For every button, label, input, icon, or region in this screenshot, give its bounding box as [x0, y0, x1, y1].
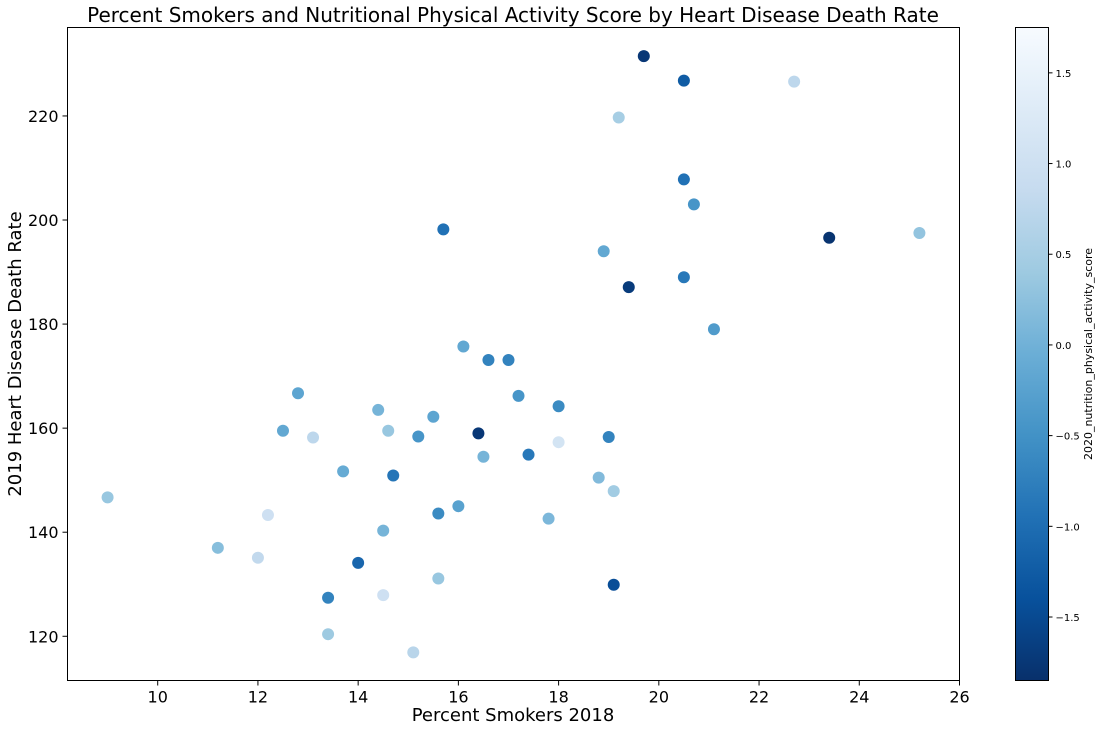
scatter-point	[432, 507, 445, 520]
y-tick-label: 200	[28, 211, 59, 230]
scatter-point	[522, 448, 535, 461]
scatter-point	[612, 111, 625, 124]
scatter-point	[307, 431, 320, 444]
colorbar-tick-label: −1.5	[1056, 613, 1080, 624]
scatter-point	[452, 500, 465, 513]
x-tick-label: 24	[849, 688, 869, 707]
x-tick-label: 14	[348, 688, 368, 707]
y-tick-label: 220	[28, 107, 59, 126]
y-tick-label: 140	[28, 523, 59, 542]
colorbar-tick-label: 0.5	[1056, 250, 1072, 261]
scatter-point	[472, 427, 485, 440]
x-tick-label: 20	[649, 688, 669, 707]
y-tick-label: 160	[28, 419, 59, 438]
scatter-point	[457, 340, 470, 353]
scatter-point	[412, 430, 425, 443]
x-tick-label: 18	[548, 688, 568, 707]
x-tick-label: 12	[248, 688, 268, 707]
chart-title: Percent Smokers and Nutritional Physical…	[87, 3, 939, 27]
scatter-point	[542, 512, 555, 525]
scatter-point	[622, 281, 635, 294]
y-axis-ticks: 120 140 160 180 200 220	[28, 107, 68, 646]
scatter-point	[482, 353, 495, 366]
x-tick-label: 16	[448, 688, 468, 707]
scatter-point	[677, 74, 690, 87]
scatter-point	[437, 223, 450, 236]
scatter-point	[477, 450, 490, 463]
scatter-point	[387, 469, 400, 482]
colorbar-tick-label: −1.0	[1056, 522, 1080, 533]
x-tick-label: 10	[148, 688, 168, 707]
scatter-point	[352, 556, 365, 569]
y-tick-label: 180	[28, 315, 59, 334]
scatter-point	[322, 628, 335, 641]
scatter-point	[382, 424, 395, 437]
scatter-point	[823, 231, 836, 244]
scatter-point	[502, 353, 515, 366]
colorbar-tick-label: 1.5	[1056, 69, 1072, 80]
scatter-point	[251, 551, 264, 564]
scatter-point	[377, 589, 390, 602]
scatter-point	[432, 572, 445, 585]
scatter-point	[602, 430, 615, 443]
x-axis-label: Percent Smokers 2018	[412, 705, 615, 726]
colorbar-tick-label: −0.5	[1056, 432, 1080, 443]
scatter-point	[592, 471, 605, 484]
scatter-point	[607, 578, 620, 591]
scatter-point	[707, 323, 720, 336]
scatter-point	[322, 591, 335, 604]
scatter-point	[261, 509, 274, 522]
scatter-point	[677, 173, 690, 186]
scatter-point	[788, 75, 801, 88]
scatter-point	[427, 410, 440, 423]
colorbar-tick-label: 0.0	[1056, 341, 1072, 352]
colorbar	[1015, 27, 1049, 681]
scatter-point	[597, 245, 610, 258]
colorbar-tick-label: 1.0	[1056, 160, 1072, 171]
colorbar-label: 2020_nutrition_physical_activity_score	[1082, 248, 1095, 460]
scatter-point	[552, 436, 565, 449]
x-tick-label: 26	[949, 688, 969, 707]
scatter-point	[372, 403, 385, 416]
x-tick-label: 22	[749, 688, 769, 707]
scatter-point	[552, 400, 565, 413]
scatter-point	[677, 271, 690, 284]
scatter-point	[276, 424, 289, 437]
scatter-point	[337, 465, 350, 478]
y-axis-label: 2019 Heart Disease Death Rate	[5, 211, 26, 496]
scatter-point	[377, 524, 390, 537]
scatter-point	[211, 541, 224, 554]
scatter-point	[913, 227, 926, 240]
scatter-point	[512, 389, 525, 402]
scatter-point	[292, 387, 305, 400]
y-tick-label: 120	[28, 627, 59, 646]
plot-area	[67, 27, 960, 681]
colorbar-ticks: −1.5 −1.0 −0.5 0.0 0.5 1.0 1.5	[1048, 69, 1080, 624]
x-axis-ticks: 10 12 14 16 18 20 22 24 26	[148, 680, 970, 707]
scatter-point	[687, 198, 700, 211]
scatter-point	[101, 491, 114, 504]
scatter-point	[607, 485, 620, 498]
data-points	[101, 50, 926, 659]
scatter-point	[407, 646, 420, 659]
scatter-point	[637, 50, 650, 63]
